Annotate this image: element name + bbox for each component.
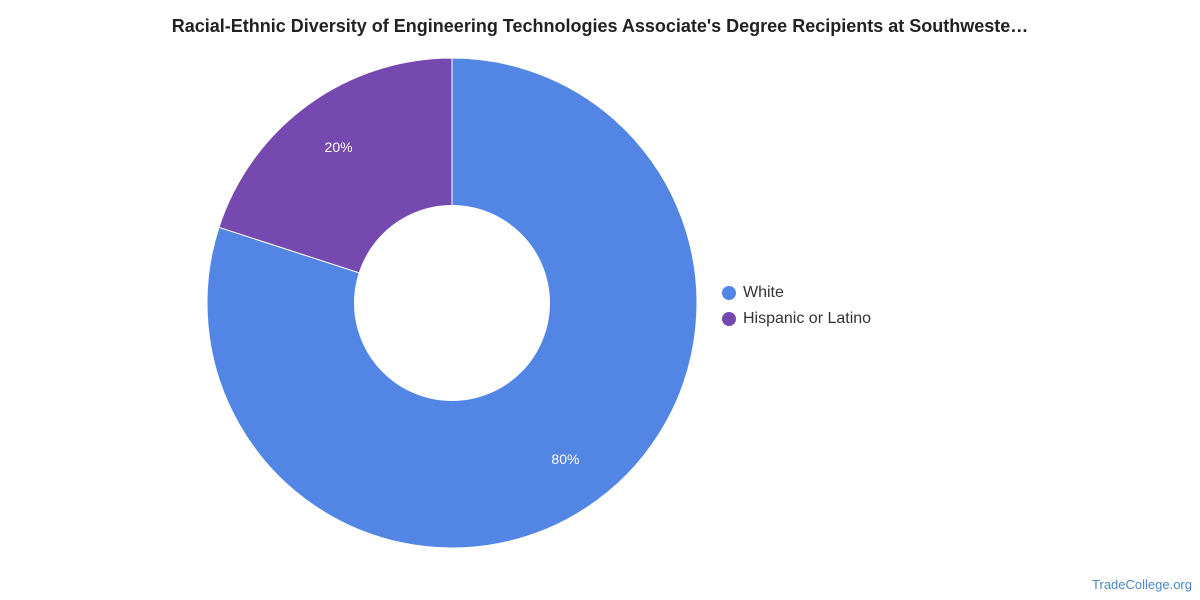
slice-white[interactable] — [206, 57, 698, 549]
legend-label-white: White — [743, 284, 784, 301]
legend-item-white[interactable]: White — [722, 280, 871, 306]
chart-title: Racial-Ethnic Diversity of Engineering T… — [171, 16, 1029, 36]
legend-label-hispanic-or-latino: Hispanic or Latino — [743, 310, 872, 327]
donut-hole — [354, 205, 550, 401]
watermark[interactable]: TradeCollege.org — [1092, 577, 1192, 592]
slice-label-white: 80% — [551, 451, 579, 467]
legend-swatch-hispanic-or-latino — [722, 312, 736, 326]
legend: White Hispanic or Latino — [722, 280, 871, 332]
legend-item-hispanic-or-latino[interactable]: Hispanic or Latino — [722, 306, 871, 332]
legend-swatch-white — [722, 286, 736, 300]
slice-label-hispanic-or-latino: 20% — [325, 139, 353, 155]
slice-labels: 80% 20% — [325, 139, 580, 467]
